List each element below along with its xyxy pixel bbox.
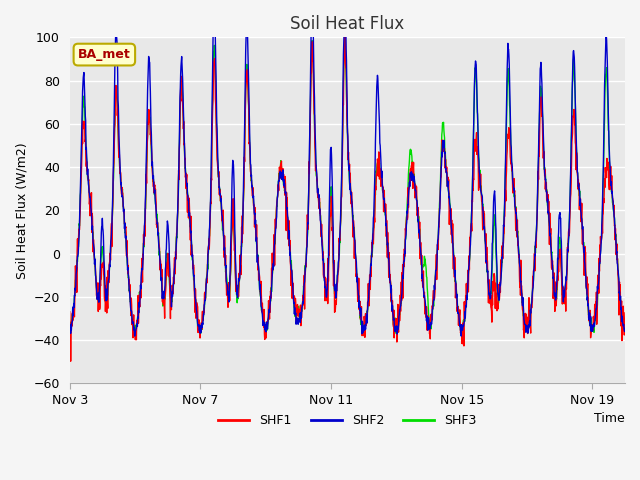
- Text: BA_met: BA_met: [78, 48, 131, 61]
- Legend: SHF1, SHF2, SHF3: SHF1, SHF2, SHF3: [213, 409, 481, 432]
- Title: Soil Heat Flux: Soil Heat Flux: [290, 15, 404, 33]
- X-axis label: Time: Time: [595, 412, 625, 425]
- Y-axis label: Soil Heat Flux (W/m2): Soil Heat Flux (W/m2): [15, 142, 28, 278]
